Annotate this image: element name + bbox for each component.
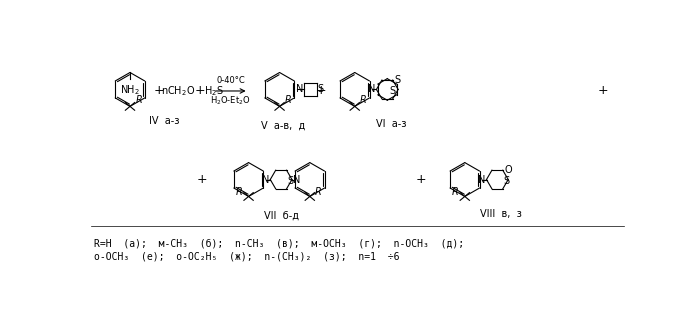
Text: R: R <box>136 95 142 105</box>
Text: R: R <box>452 187 459 197</box>
Text: IV  а-з: IV а-з <box>150 116 180 126</box>
Text: +: + <box>195 84 206 97</box>
Text: N: N <box>368 84 375 95</box>
Text: R: R <box>315 187 322 197</box>
Text: R: R <box>236 187 243 197</box>
Text: VII  б-д: VII б-д <box>264 210 298 220</box>
Text: S: S <box>394 75 401 85</box>
Text: VIII  в,  з: VIII в, з <box>480 209 522 219</box>
Text: V  а-в,  д: V а-в, д <box>261 120 305 130</box>
Text: R: R <box>360 95 367 105</box>
Text: +: + <box>598 84 608 97</box>
Text: 0-40°С: 0-40°С <box>217 76 245 85</box>
Text: R: R <box>285 95 291 105</box>
Text: H$_2$O-Et$_2$O: H$_2$O-Et$_2$O <box>210 95 251 107</box>
Text: S: S <box>287 176 294 186</box>
Text: nCH$_2$O: nCH$_2$O <box>161 84 195 98</box>
Text: R=H  (а);  м-CH₃  (б);  n-CH₃  (в);  м-OCH₃  (г);  n-OCH₃  (д);: R=H (а); м-CH₃ (б); n-CH₃ (в); м-OCH₃ (г… <box>94 238 463 248</box>
Text: +: + <box>316 84 326 97</box>
Text: N: N <box>478 175 486 184</box>
Text: S: S <box>503 176 510 186</box>
Text: N: N <box>262 175 270 184</box>
Text: +: + <box>153 84 164 97</box>
Text: N: N <box>293 175 300 184</box>
Text: N: N <box>296 84 303 95</box>
Text: O: O <box>504 165 512 175</box>
Text: H$_2$S: H$_2$S <box>204 84 224 98</box>
Text: +: + <box>415 173 426 186</box>
Text: +: + <box>196 173 208 186</box>
Text: o-OCH₃  (е);  o-OC₂H₅  (ж);  n-(CH₃)₂  (з);  n=1  ÷6: o-OCH₃ (е); o-OC₂H₅ (ж); n-(CH₃)₂ (з); n… <box>94 252 399 262</box>
Text: S: S <box>317 84 324 95</box>
Text: NH$_2$: NH$_2$ <box>120 83 140 97</box>
Text: VI  а-з: VI а-з <box>376 119 406 129</box>
Text: S: S <box>389 86 396 96</box>
